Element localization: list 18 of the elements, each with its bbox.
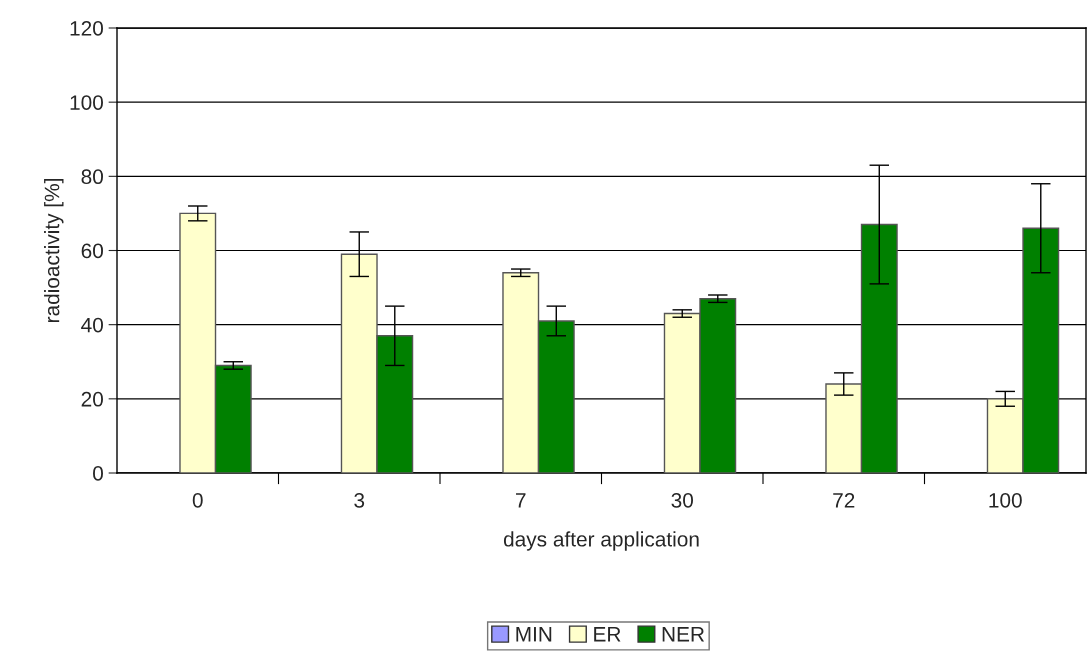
x-tick-label: 7 [516, 493, 526, 508]
y-tick-label: 40 [81, 317, 103, 333]
legend-label: MIN [516, 627, 552, 642]
x-tick-label: 30 [671, 492, 694, 508]
y-tick-label: 80 [81, 169, 103, 185]
y-tick-label: 0 [93, 466, 103, 481]
x-axis-title: days after application [503, 531, 699, 551]
y-tick-label: 20 [81, 391, 103, 407]
x-tick-label: 100 [989, 492, 1022, 508]
legend-label: ER [594, 627, 621, 642]
y-tick-label: 60 [81, 243, 103, 259]
x-tick-label: 3 [354, 492, 365, 508]
y-axis-title: radioactivity [%] [44, 179, 64, 323]
y-tick-label: 120 [70, 21, 103, 36]
legend-label: NER [662, 627, 705, 642]
x-tick-label: 0 [192, 492, 203, 508]
x-tick-label: 72 [833, 492, 855, 508]
y-tick-label: 100 [70, 95, 103, 110]
